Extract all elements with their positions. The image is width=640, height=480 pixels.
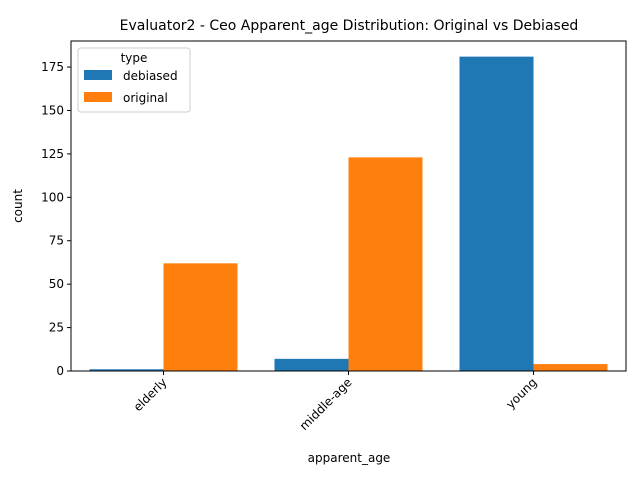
y-tick-label: 75 bbox=[49, 234, 64, 248]
bars-group bbox=[89, 56, 608, 371]
bar-original-elderly bbox=[163, 263, 238, 371]
y-tick-label: 125 bbox=[41, 147, 64, 161]
y-tick-label: 150 bbox=[41, 103, 64, 117]
legend-title: type bbox=[121, 51, 148, 65]
x-tick-label-elderly: elderly bbox=[131, 375, 170, 414]
legend-label-debiased: debiased bbox=[123, 69, 178, 83]
bar-debiased-young bbox=[459, 56, 534, 371]
y-tick-label: 100 bbox=[41, 190, 64, 204]
y-axis: 0 25 50 75 100 125 150 175 bbox=[41, 60, 71, 378]
legend-swatch-debiased bbox=[84, 70, 112, 80]
legend-label-original: original bbox=[123, 91, 168, 105]
x-axis: elderly middle-age young bbox=[131, 371, 540, 433]
y-tick-label: 175 bbox=[41, 60, 64, 74]
bar-original-middle-age bbox=[348, 157, 423, 371]
x-tick-label-middle-age: middle-age bbox=[297, 375, 355, 433]
y-tick-label: 0 bbox=[56, 364, 64, 378]
y-axis-label: count bbox=[11, 189, 25, 223]
y-tick-label: 25 bbox=[49, 321, 64, 335]
x-tick-label-young: young bbox=[503, 375, 539, 411]
bar-debiased-elderly bbox=[89, 369, 164, 371]
y-tick-label: 50 bbox=[49, 277, 64, 291]
legend: type debiased original bbox=[77, 47, 191, 113]
bar-original-young bbox=[533, 364, 608, 371]
bar-debiased-middle-age bbox=[274, 358, 349, 371]
chart-title: Evaluator2 - Ceo Apparent_age Distributi… bbox=[120, 18, 579, 34]
x-axis-label: apparent_age bbox=[308, 451, 391, 465]
legend-swatch-original bbox=[84, 92, 112, 102]
